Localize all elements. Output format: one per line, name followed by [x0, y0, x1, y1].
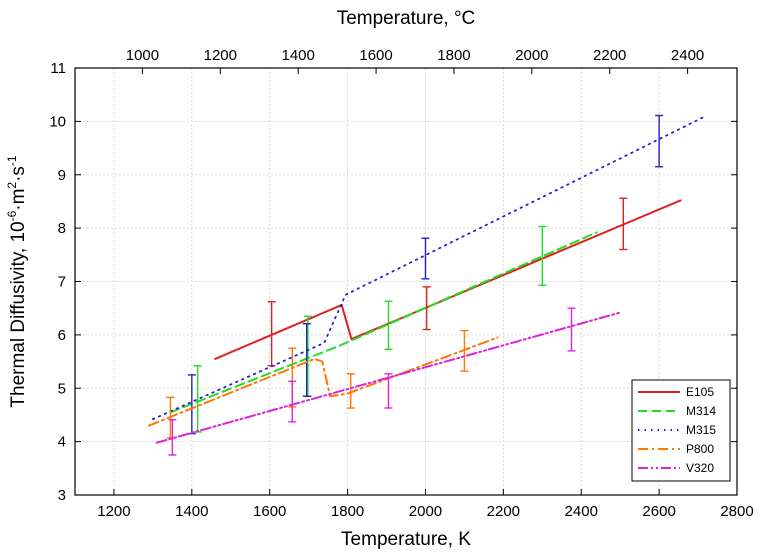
x-axis-title: Temperature, K: [341, 529, 471, 550]
axis-ticks: 1200 1400 1600 1800 2000 2200 2400 2600 2800 3 4 5 6…: [49, 47, 753, 520]
series-line: [151, 115, 707, 421]
top-tick-label: 2000: [515, 47, 548, 64]
top-tick-label: 1600: [359, 47, 392, 64]
x-tick-label: 1400: [175, 503, 208, 520]
x-tick-label: 2400: [565, 503, 598, 520]
top-tick-label: 1400: [282, 47, 315, 64]
series-line: [214, 199, 682, 360]
error-bar: [346, 373, 355, 409]
x-tick-label: 2000: [409, 503, 442, 520]
series-line: [148, 336, 499, 427]
y-tick-label: 7: [58, 274, 66, 291]
error-bar: [619, 197, 628, 251]
error-bar: [567, 307, 576, 352]
y-tick-label: 5: [58, 380, 66, 397]
error-bar: [538, 225, 547, 286]
x-tick-label: 1200: [97, 503, 130, 520]
y-axis-title-exp2: 2: [5, 182, 19, 189]
y-tick-label: 6: [58, 327, 66, 344]
x-tick-label: 2600: [642, 503, 675, 520]
data-series: [148, 114, 707, 456]
series-line: [169, 231, 598, 414]
y-tick-label: 4: [58, 434, 66, 451]
y-axis-title: Thermal Diffusivity, 10-6·m2·s-1: [5, 155, 29, 408]
series-m315: [151, 114, 707, 435]
series-e105: [214, 197, 682, 367]
legend-box: [631, 379, 731, 482]
y-axis-title-unit2: ·s: [8, 166, 29, 182]
x-tick-label: 1600: [253, 503, 286, 520]
legend-label: E105: [686, 385, 714, 399]
top-tick-label: 1200: [204, 47, 237, 64]
series-v320: [155, 307, 622, 456]
top-tick-label: 2400: [671, 47, 704, 64]
legend-label: M315: [686, 423, 716, 437]
top-tick-label: 2200: [593, 47, 626, 64]
top-axis-title: Temperature, °C: [337, 8, 476, 29]
y-axis-title-main: Thermal Diffusivity, 10: [8, 221, 29, 407]
error-bar: [384, 373, 393, 409]
y-tick-label: 9: [58, 167, 66, 184]
y-axis-title-exp3: -1: [5, 155, 19, 166]
top-tick-label: 1000: [126, 47, 159, 64]
legend-label: V320: [686, 461, 714, 475]
x-tick-label: 2800: [720, 503, 753, 520]
error-bar: [421, 237, 430, 280]
y-tick-label: 3: [58, 487, 66, 504]
error-bar: [168, 419, 177, 456]
legend-label: P800: [686, 442, 714, 456]
y-axis-title-unit1: ·m: [8, 189, 29, 211]
x-tick-label: 1800: [331, 503, 364, 520]
error-bar: [422, 286, 431, 331]
error-bar: [384, 300, 393, 350]
error-bar: [288, 380, 297, 423]
legend-label: M314: [686, 404, 716, 418]
y-tick-label: 10: [49, 113, 66, 130]
error-bar: [460, 329, 469, 372]
error-bar: [302, 322, 311, 397]
legend: E105 M314 M315 P800 V320: [631, 379, 731, 482]
top-tick-label: 1800: [437, 47, 470, 64]
y-axis-title-exp1: -6: [5, 210, 19, 221]
y-tick-label: 11: [50, 60, 66, 77]
y-tick-label: 8: [58, 220, 66, 237]
error-bar: [655, 114, 664, 168]
x-tick-label: 2200: [487, 503, 520, 520]
series-m314: [169, 225, 598, 433]
